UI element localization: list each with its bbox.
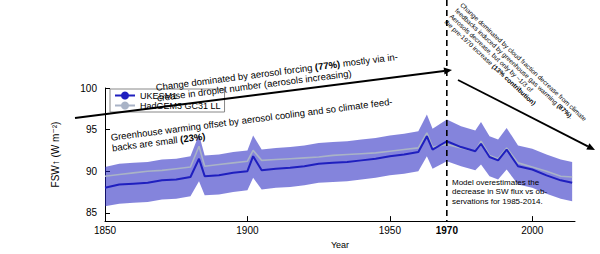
svg-text:Change dominated by cloud frac: Change dominated by cloud fraction decre… [458,1,588,123]
svg-text:1950: 1950 [379,225,402,236]
svg-text:Year: Year [331,240,349,250]
svg-text:the pre-1970 increase: the pre-1970 increase [443,18,496,68]
svg-text:(13% contribution): (13% contribution) [490,63,537,108]
svg-text:90: 90 [86,166,98,177]
svg-text:.: . [569,114,575,120]
svg-text:Change dominated by aerosol fo: Change dominated by aerosol forcing [155,61,316,93]
svg-text:Aerosols decrease, but only by: Aerosols decrease, but only by ~1/3 of [448,13,535,94]
svg-text:(23%): (23%) [179,131,206,145]
svg-text:85: 85 [86,207,98,218]
svg-text:(87%): (87%) [555,102,574,119]
svg-text:95: 95 [86,124,98,135]
svg-text:100: 100 [80,83,97,94]
svg-text:decrease in SW flux vs ob-: decrease in SW flux vs ob- [452,187,547,196]
svg-text:crease in droplet number (aero: crease in droplet number (aerosols incre… [156,68,352,104]
svg-text:mostly via in-: mostly via in- [339,51,398,69]
svg-text:1970: 1970 [436,225,459,236]
svg-text:Model overestimates the: Model overestimates the [452,178,540,187]
svg-text:HadGEM3 GC31 LL: HadGEM3 GC31 LL [140,100,221,111]
svg-text:backs are small: backs are small [111,134,180,154]
svg-text:feedbacks induced by greenhous: feedbacks induced by greenhouse gas warm… [453,7,561,108]
svg-text:(77%): (77%) [314,58,341,73]
svg-text:servations for 1985-2014.: servations for 1985-2014. [452,197,543,206]
svg-text:Greenhouse warming offset by a: Greenhouse warming offset by aerosol coo… [110,96,393,143]
svg-text:FSW↑ (W m⁻²): FSW↑ (W m⁻²) [50,122,61,188]
svg-text:1900: 1900 [236,225,259,236]
svg-text:2000: 2000 [521,225,544,236]
svg-text:1850: 1850 [94,225,117,236]
